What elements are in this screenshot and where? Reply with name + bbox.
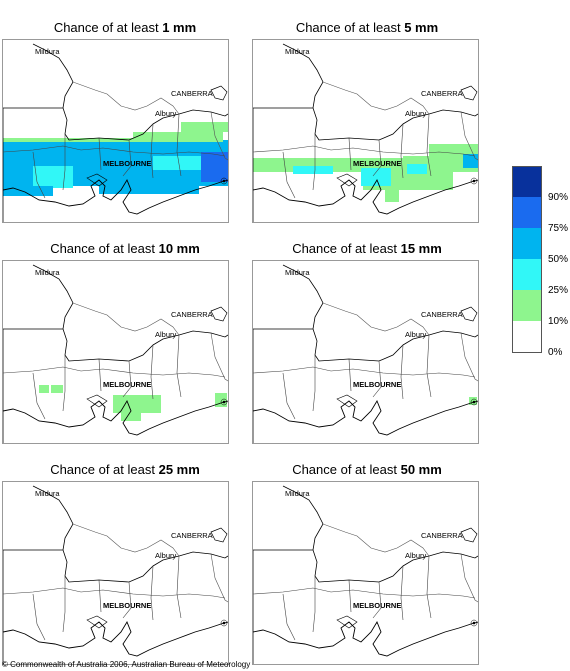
map-15mm: Mildura CANBERRA Albury MELBOURNE	[252, 260, 479, 444]
rain-shading	[469, 397, 477, 405]
panel-title-10mm: Chance of at least 10 mm	[50, 241, 200, 256]
label-melbourne: MELBOURNE	[353, 380, 401, 389]
map-1mm: Mildura CANBERRA Albury MELBOURNE	[2, 39, 229, 223]
panel-title-25mm: Chance of at least 25 mm	[50, 462, 200, 477]
legend-swatch-90	[512, 166, 542, 197]
label-melbourne: MELBOURNE	[103, 601, 151, 610]
label-melbourne: MELBOURNE	[353, 159, 401, 168]
legend-swatch-0	[512, 321, 542, 353]
label-mildura: Mildura	[285, 489, 310, 498]
legend-swatch-50	[512, 228, 542, 259]
victoria-map: Mildura CANBERRA Albury MELBOURNE	[3, 264, 228, 443]
legend-swatch-10	[512, 290, 542, 321]
map-50mm: Mildura CANBERRA Albury MELBOURNE	[252, 481, 479, 665]
label-melbourne: MELBOURNE	[103, 159, 151, 168]
victoria-map: Mildura CANBERRA Albury MELBOURNE	[3, 485, 228, 664]
label-albury: Albury	[405, 330, 427, 339]
victoria-map: Mildura CANBERRA Albury MELBOURNE	[253, 264, 478, 443]
label-canberra: CANBERRA	[171, 531, 213, 540]
label-canberra: CANBERRA	[421, 531, 463, 540]
rain-shading	[39, 385, 227, 421]
label-melbourne: MELBOURNE	[103, 380, 151, 389]
legend-label-75: 75%	[548, 223, 569, 234]
label-albury: Albury	[155, 109, 177, 118]
label-canberra: CANBERRA	[421, 89, 463, 98]
map-5mm: Mildura CANBERRA Albury MELBOURNE	[252, 39, 479, 223]
label-albury: Albury	[405, 551, 427, 560]
label-mildura: Mildura	[35, 268, 60, 277]
rain-shading	[253, 144, 478, 202]
legend-swatch-25	[512, 259, 542, 290]
legend-label-0: 0%	[548, 347, 563, 358]
label-mildura: Mildura	[285, 47, 310, 56]
panel-title-1mm: Chance of at least 1 mm	[53, 20, 197, 35]
label-canberra: CANBERRA	[171, 89, 213, 98]
label-albury: Albury	[155, 551, 177, 560]
panel-title-50mm: Chance of at least 50 mm	[292, 462, 442, 477]
panel-title-15mm: Chance of at least 15 mm	[292, 241, 442, 256]
panel-title-5mm: Chance of at least 5 mm	[295, 20, 439, 35]
label-mildura: Mildura	[35, 47, 60, 56]
victoria-map: Mildura CANBERRA Albury MELBOURNE	[253, 43, 478, 222]
legend-swatch-75	[512, 197, 542, 228]
copyright-notice: © Commonwealth of Australia 2006, Austra…	[2, 660, 251, 669]
label-albury: Albury	[155, 330, 177, 339]
legend-label-10: 10%	[548, 316, 569, 327]
legend-label-25: 25%	[548, 285, 569, 296]
label-canberra: CANBERRA	[171, 310, 213, 319]
victoria-map: Mildura CANBERRA Albury MELBOURNE	[253, 485, 478, 664]
map-10mm: Mildura CANBERRA Albury MELBOURNE	[2, 260, 229, 444]
label-albury: Albury	[405, 109, 427, 118]
legend-label-50: 50%	[548, 254, 569, 265]
label-mildura: Mildura	[35, 489, 60, 498]
label-melbourne: MELBOURNE	[353, 601, 401, 610]
label-mildura: Mildura	[285, 268, 310, 277]
victoria-map: Mildura CANBERRA Albury MELBOURNE	[3, 43, 228, 222]
map-25mm: Mildura CANBERRA Albury MELBOURNE	[2, 481, 229, 665]
legend-label-90: 90%	[548, 192, 569, 203]
label-canberra: CANBERRA	[421, 310, 463, 319]
